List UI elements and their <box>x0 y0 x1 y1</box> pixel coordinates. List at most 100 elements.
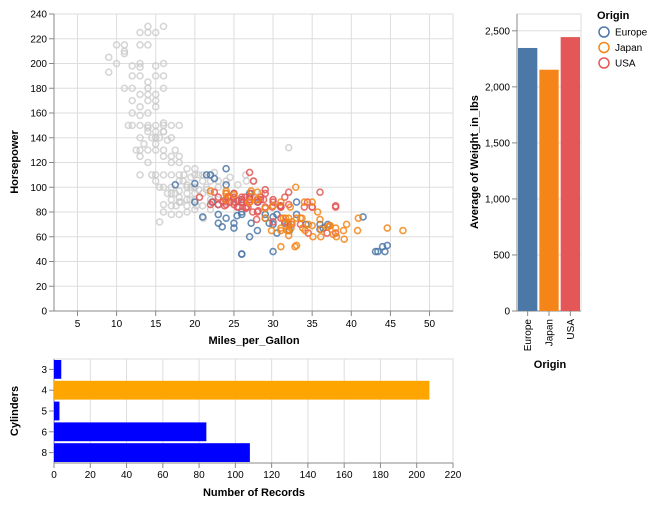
scatter-point-usa <box>323 229 331 237</box>
scatter-point-japan <box>298 224 307 232</box>
scatter-point-unselected <box>151 28 160 37</box>
cylinders-bar-6[interactable] <box>54 422 207 442</box>
cylinders-bars[interactable] <box>54 360 430 462</box>
scatter-point-unselected <box>151 177 160 185</box>
scatter-axes: 5 10 15 20 25 30 35 40 45 50 0 20 40 60 80 100 120 140 160… <box>30 10 453 330</box>
scatter-point-japan <box>313 208 322 216</box>
scatter-x-axis-title: Miles_per_Gallon <box>208 335 299 347</box>
scatter-point-japan <box>277 224 285 232</box>
cylinders-bar-3[interactable] <box>54 360 62 379</box>
scatter-points[interactable] <box>104 22 407 258</box>
scatter-point-unselected <box>163 189 172 198</box>
scatter-y-tick-label: 120 <box>30 158 47 169</box>
scatter-point-europe <box>218 223 227 231</box>
legend-item-europe[interactable]: Europe <box>598 26 648 39</box>
scatter-point-unselected <box>175 177 183 185</box>
cylinders-bar-chart[interactable]: 0 20 40 60 80 100 120 140 160 180 200 220 3 4 5 6 8 Numb… <box>9 358 462 499</box>
scatter-x-tick-label: 45 <box>385 319 397 330</box>
cylinders-x-tick-label: 80 <box>194 470 206 481</box>
scatter-plot[interactable]: 5 10 15 20 25 30 35 40 45 50 0 20 40 60 80 100 120 140 160… <box>9 10 454 348</box>
scatter-point-unselected <box>159 119 168 127</box>
scatter-point-unselected <box>120 84 129 93</box>
cylinders-y-tick-label: 8 <box>41 448 47 459</box>
weight-y-tick-label: 2,000 <box>485 82 510 93</box>
scatter-point-unselected <box>151 127 160 136</box>
scatter-point-unselected <box>183 164 191 173</box>
scatter-point-unselected <box>183 189 191 198</box>
scatter-point-unselected <box>163 136 172 145</box>
scatter-point-japan <box>304 220 313 229</box>
scatter-point-europe <box>222 164 230 173</box>
scatter-point-europe <box>191 198 199 206</box>
weight-y-axis-title: Average of Weight_in_lbs <box>469 95 481 229</box>
scatter-point-unselected <box>136 171 144 179</box>
scatter-point-unselected <box>144 22 152 31</box>
scatter-point-europe <box>230 224 238 232</box>
scatter-point-usa <box>316 188 324 196</box>
scatter-point-usa <box>253 198 262 206</box>
legend-item-japan[interactable]: Japan <box>598 41 642 55</box>
scatter-y-tick-label: 180 <box>30 84 47 95</box>
scatter-x-tick-label: 50 <box>424 319 436 330</box>
scatter-point-japan <box>309 232 317 241</box>
scatter-point-japan <box>230 190 238 199</box>
scatter-point-unselected <box>136 111 144 120</box>
scatter-point-japan <box>340 235 349 244</box>
scatter-point-japan <box>267 226 276 235</box>
scatter-point-europe <box>230 219 238 227</box>
cylinders-bar-5[interactable] <box>54 401 60 421</box>
scatter-point-europe <box>374 247 382 256</box>
scatter-point-japan <box>277 198 285 206</box>
scatter-point-unselected <box>202 185 211 194</box>
scatter-point-europe <box>269 247 277 256</box>
scatter-point-unselected <box>234 180 242 189</box>
weight-bar-usa <box>560 37 580 311</box>
scatter-point-unselected <box>194 185 203 194</box>
scatter-point-japan <box>316 232 325 241</box>
scatter-point-unselected <box>128 96 137 105</box>
scatter-y-tick-label: 220 <box>30 34 47 45</box>
scatter-point-unselected <box>128 72 137 80</box>
legend-swatch <box>598 26 610 38</box>
scatter-point-japan <box>222 195 230 204</box>
scatter-point-europe <box>292 198 301 206</box>
scatter-point-unselected <box>183 180 191 189</box>
scatter-point-europe <box>253 226 262 235</box>
legend-label: Japan <box>615 43 642 54</box>
scatter-point-unselected <box>136 72 144 80</box>
scatter-point-japan <box>247 187 255 195</box>
scatter-point-japan <box>286 203 295 211</box>
scatter-point-unselected <box>175 158 183 167</box>
scatter-point-unselected <box>191 189 199 198</box>
scatter-point-unselected <box>191 205 199 214</box>
scatter-point-japan <box>245 198 254 206</box>
scatter-point-unselected <box>167 152 176 161</box>
scatter-point-unselected <box>175 210 183 219</box>
scatter-point-europe <box>222 214 230 222</box>
scatter-point-unselected <box>144 96 152 105</box>
scatter-point-unselected <box>284 143 293 152</box>
scatter-point-europe <box>359 213 367 221</box>
scatter-point-usa <box>331 203 340 211</box>
legend-swatch <box>598 41 610 54</box>
scatter-point-unselected <box>104 53 113 62</box>
legend-swatch <box>598 57 610 69</box>
scatter-point-usa <box>277 214 285 222</box>
scatter-point-unselected <box>198 177 207 185</box>
scatter-point-unselected <box>191 164 199 173</box>
scatter-y-axis-title: Horsepower <box>9 129 21 193</box>
scatter-point-europe <box>191 179 199 188</box>
weight-axes: 0 500 1,000 1,500 2,000 2,500 Europe Japan USA <box>485 14 581 351</box>
cylinders-bar-4[interactable] <box>54 380 430 400</box>
origin-legend[interactable]: Origin Europe Japan USA <box>597 10 648 70</box>
scatter-y-tick-label: 60 <box>36 232 48 243</box>
scatter-point-unselected <box>136 121 144 130</box>
scatter-point-europe <box>233 211 241 220</box>
scatter-point-japan <box>308 221 316 230</box>
legend-item-usa[interactable]: USA <box>598 57 636 70</box>
scatter-point-unselected <box>167 121 176 130</box>
cylinders-bar-8[interactable] <box>54 443 250 462</box>
scatter-point-unselected <box>167 171 176 179</box>
scatter-point-unselected <box>176 198 185 206</box>
